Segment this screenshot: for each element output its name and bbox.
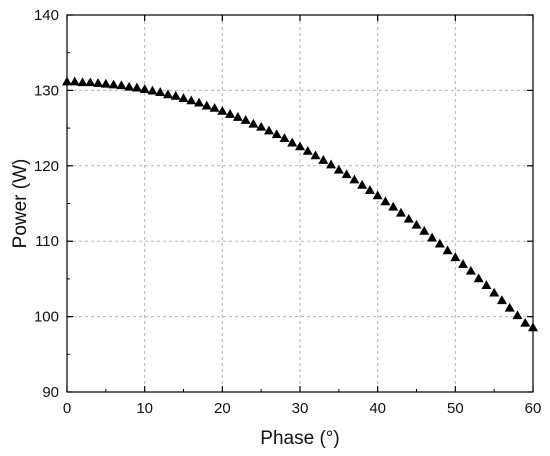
y-tick-label: 140 [34, 7, 59, 24]
data-point-triangle [279, 133, 290, 142]
data-point-triangle [263, 125, 274, 135]
x-axis-title: Phase (°) [260, 428, 339, 449]
data-point-triangle [341, 169, 352, 179]
data-point-triangle [124, 81, 135, 91]
x-tick-label: 50 [447, 400, 464, 417]
data-point-triangle [302, 145, 313, 155]
y-tick-label: 90 [42, 384, 59, 401]
x-tick-label: 30 [292, 400, 309, 417]
y-tick-label: 120 [34, 158, 59, 175]
x-tick-label: 40 [369, 400, 386, 417]
data-point-triangle [504, 302, 515, 312]
data-point-triangle [372, 190, 383, 200]
x-tick-label: 60 [525, 400, 542, 417]
data-point-triangle [473, 273, 484, 283]
data-point-triangle [232, 112, 243, 121]
data-point-triangle [496, 295, 507, 305]
data-point-triangle [209, 102, 220, 112]
x-tick-label: 20 [214, 400, 231, 417]
data-markers [62, 76, 538, 332]
data-point-triangle [458, 259, 469, 268]
y-tick-label: 130 [34, 82, 59, 99]
data-point-triangle [194, 97, 205, 107]
data-point-triangle [162, 89, 173, 99]
data-point-triangle [434, 238, 445, 248]
data-point-triangle [419, 225, 430, 235]
data-point-triangle [248, 118, 259, 128]
data-point-triangle [108, 79, 119, 89]
data-point-triangle [326, 159, 337, 169]
data-point-triangle [403, 213, 414, 223]
data-point-triangle [139, 84, 150, 93]
data-point-triangle [481, 280, 492, 289]
x-tick-label: 10 [136, 400, 153, 417]
axis-ticks [66, 14, 534, 393]
data-point-triangle [528, 322, 538, 332]
data-point-triangle [380, 196, 391, 206]
data-point-triangle [100, 78, 111, 88]
data-point-triangle [395, 207, 406, 217]
data-point-triangle [295, 141, 305, 151]
data-point-triangle [465, 265, 476, 275]
data-point-triangle [411, 219, 422, 229]
data-point-triangle [287, 137, 298, 147]
x-tick-label: 0 [63, 400, 71, 417]
data-point-triangle [357, 179, 368, 189]
data-point-triangle [93, 78, 104, 87]
data-point-triangle [217, 106, 228, 115]
grid-lines [67, 15, 533, 392]
data-point-triangle [186, 95, 197, 105]
data-point-triangle [333, 164, 344, 174]
data-point-triangle [225, 109, 236, 118]
data-point-triangle [170, 90, 181, 100]
data-point-triangle [442, 245, 453, 255]
data-point-triangle [271, 129, 282, 139]
data-point-triangle [147, 85, 158, 95]
tick-labels: 0 10 20 30 40 50 60 90 100 110 120 130 140 [34, 7, 541, 417]
data-point-triangle [240, 115, 251, 124]
data-point-triangle [349, 174, 360, 184]
data-point-triangle [116, 80, 127, 90]
data-point-triangle [62, 76, 72, 86]
data-point-triangle [512, 310, 523, 320]
data-point-triangle [155, 87, 166, 96]
data-point-triangle [85, 77, 96, 87]
data-point-triangle [520, 317, 531, 327]
data-point-triangle [318, 155, 329, 164]
data-point-triangle [364, 185, 375, 194]
y-tick-label: 100 [34, 309, 59, 326]
data-point-triangle [489, 287, 500, 297]
data-point-triangle [427, 232, 438, 242]
data-point-triangle [310, 150, 321, 160]
data-point-triangle [256, 121, 267, 131]
data-point-triangle [178, 93, 189, 102]
data-point-triangle [201, 100, 212, 110]
data-point-triangle [131, 82, 142, 92]
y-tick-label: 110 [35, 233, 59, 250]
data-point-triangle [450, 252, 461, 262]
data-point-triangle [77, 77, 88, 87]
y-axis-title: Power (W) [10, 159, 31, 249]
data-point-triangle [388, 201, 399, 211]
data-point-triangle [69, 76, 80, 86]
